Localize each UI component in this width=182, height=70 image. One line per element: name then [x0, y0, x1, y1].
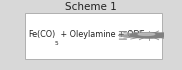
Text: 5: 5: [55, 41, 59, 46]
Text: + Oleylamine + ODE: + Oleylamine + ODE: [58, 30, 144, 39]
FancyBboxPatch shape: [25, 13, 162, 59]
Text: Scheme 1: Scheme 1: [65, 2, 117, 12]
Text: Fe(CO): Fe(CO): [28, 30, 56, 39]
FancyArrowPatch shape: [130, 34, 133, 37]
Ellipse shape: [138, 33, 155, 35]
Ellipse shape: [131, 33, 167, 38]
